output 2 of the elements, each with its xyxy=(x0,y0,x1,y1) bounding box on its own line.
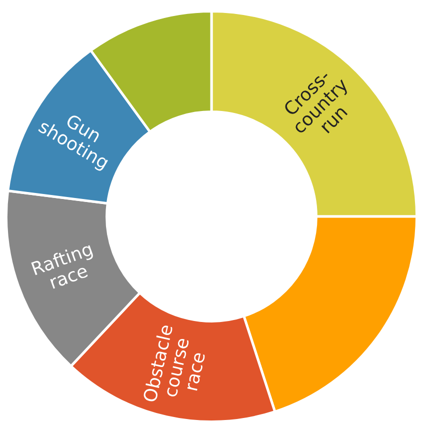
slice-label: Obstacle course race xyxy=(142,324,206,402)
slice-label: Rafting race xyxy=(30,242,94,289)
